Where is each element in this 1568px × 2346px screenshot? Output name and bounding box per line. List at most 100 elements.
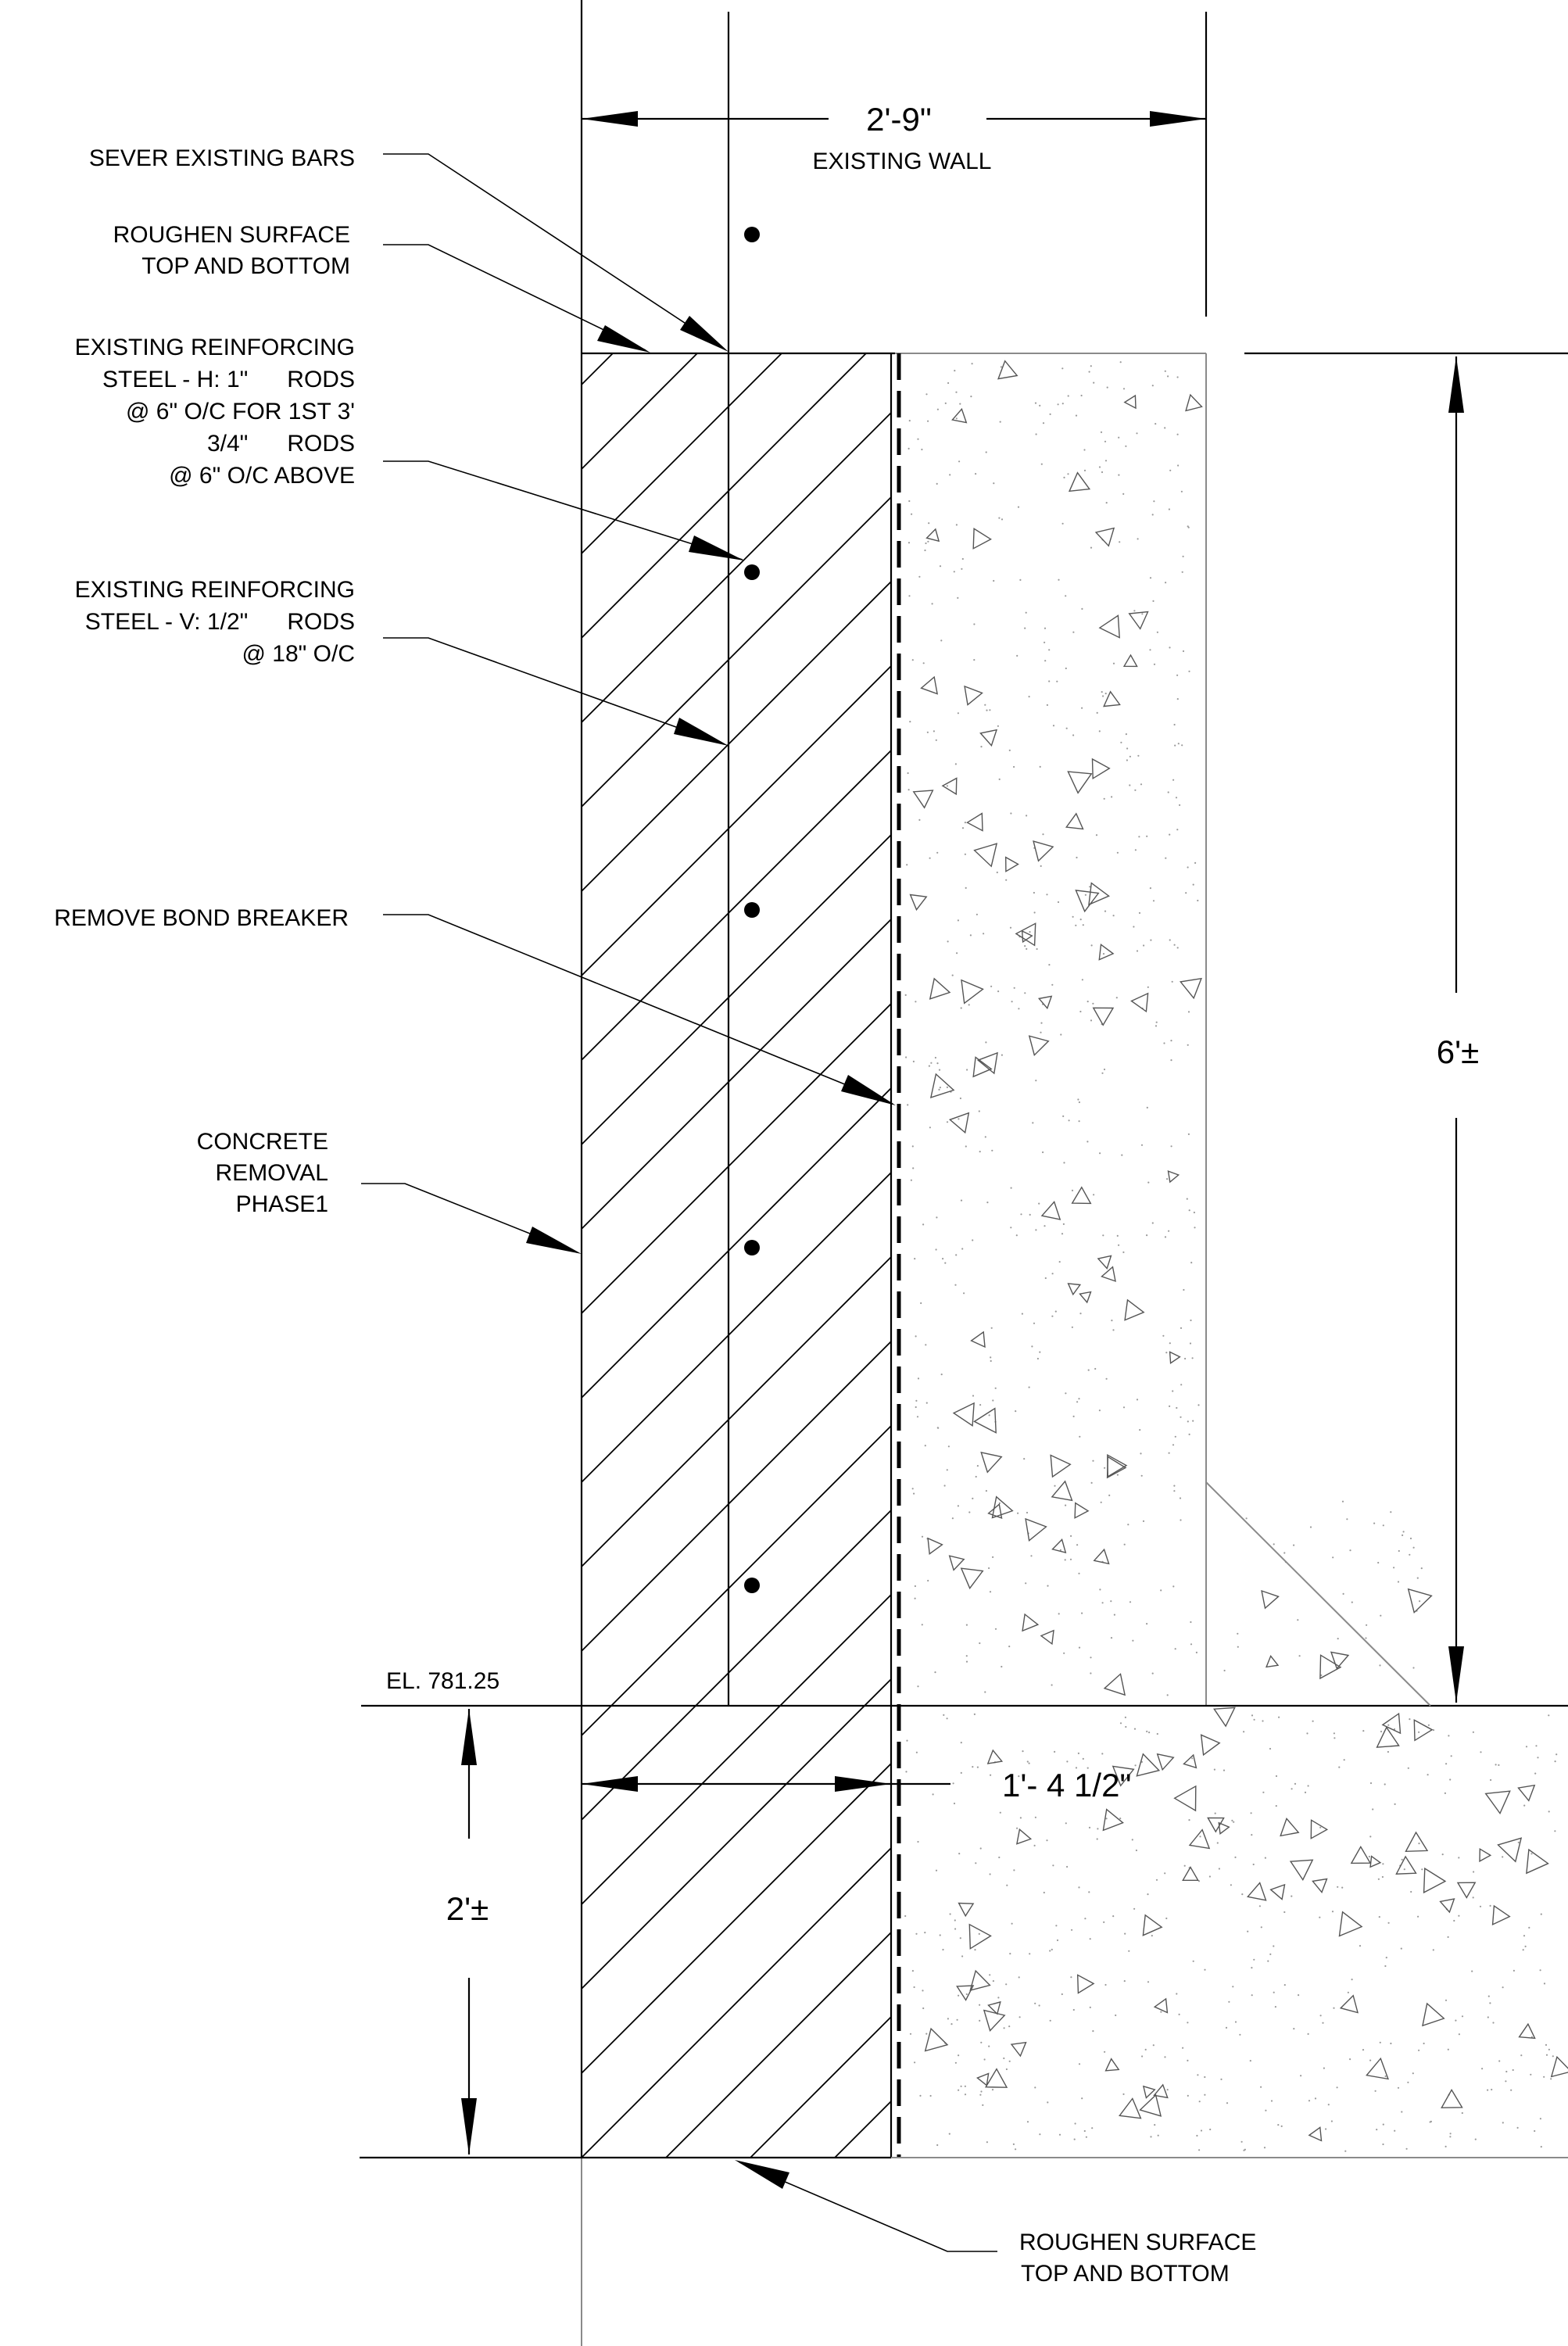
removal-hatch — [581, 353, 892, 2158]
stipple-dot — [1351, 1601, 1353, 1603]
stipple-dot — [1427, 1724, 1430, 1726]
aggregate-triangle-icon — [1142, 2085, 1156, 2099]
aggregate-triangle-icon — [1405, 1831, 1429, 1853]
stipple-dot — [1078, 2063, 1081, 2065]
stipple-dot — [942, 1258, 944, 1260]
aggregate-triangle-icon — [1079, 1291, 1092, 1304]
stipple-dot — [1021, 1313, 1023, 1315]
stipple-dot — [1191, 1757, 1194, 1760]
stipple-dot — [988, 1414, 990, 1417]
stipple-dot — [1048, 680, 1051, 682]
aggregate-triangle-icon — [1123, 394, 1137, 410]
stipple-dot — [1133, 1728, 1137, 1730]
stipple-dot — [1082, 1757, 1084, 1760]
stipple-dot — [954, 1928, 957, 1930]
stipple-dot — [983, 2058, 986, 2061]
stipple-dot — [1555, 1753, 1558, 1756]
stipple-dot — [915, 1751, 918, 1753]
stipple-dot — [1226, 2102, 1229, 2104]
stipple-dot — [1420, 1567, 1423, 1570]
stipple-dot — [1180, 490, 1183, 492]
stipple-dot — [1552, 2055, 1554, 2058]
stipple-dot — [1119, 361, 1122, 364]
aggregate-triangle-icon — [1139, 2093, 1162, 2117]
aggregate-triangle-icon — [1167, 1170, 1180, 1184]
stipple-dot — [1349, 2058, 1351, 2061]
stipple-dot — [1147, 986, 1149, 988]
stipple-dot — [956, 952, 958, 955]
aggregate-triangle-icon — [1104, 2058, 1120, 2072]
stipple-dot — [1387, 1750, 1389, 1753]
stipple-dot — [1012, 2143, 1015, 2145]
stipple-dot — [954, 370, 956, 372]
aggregate-triangle-icon — [973, 1407, 997, 1434]
stipple-dot — [1167, 375, 1169, 378]
aggregate-triangle-icon — [1441, 2089, 1463, 2108]
stipple-dot — [1260, 2086, 1262, 2088]
aggregate-triangle-icon — [1350, 1845, 1372, 1864]
stipple-dot — [1234, 2021, 1237, 2023]
stipple-dot — [1387, 1724, 1390, 1726]
stipple-dot — [1187, 2022, 1189, 2024]
stipple-dot — [1187, 525, 1189, 528]
stipple-dot — [1377, 1561, 1380, 1564]
stipple-dot — [1534, 1772, 1537, 1775]
stipple-dot — [1184, 1357, 1187, 1360]
stipple-dot — [953, 571, 955, 573]
stipple-dot — [1166, 1694, 1169, 1696]
stipple-dot — [1250, 1812, 1252, 1814]
stipple-dot — [1001, 518, 1004, 521]
stipple-dot — [1079, 1313, 1082, 1315]
stipple-dot — [1319, 1826, 1322, 1828]
stipple-dot — [1078, 1646, 1081, 1649]
stipple-dot — [1327, 2104, 1330, 2106]
stipple-dot — [1231, 1819, 1233, 1821]
stipple-dot — [1000, 366, 1002, 368]
stipple-dot — [1034, 1816, 1036, 1818]
aggregate-triangle-icon — [987, 1503, 1003, 1519]
aggregate-triangle-icon — [1200, 1734, 1221, 1757]
stipple-dot — [1065, 1504, 1067, 1506]
stipple-dot — [1181, 744, 1183, 747]
aggregate-triangle-icon — [1517, 1784, 1536, 1802]
stipple-dot — [1209, 2128, 1212, 2131]
stipple-dot — [913, 1986, 915, 1989]
aggregate-triangle-icon — [1075, 890, 1100, 913]
aggregate-triangle-icon — [1051, 1538, 1067, 1554]
stipple-dot — [1251, 1834, 1253, 1836]
stipple-dot — [1112, 1329, 1115, 1331]
concrete-removal-line3: PHASE1 — [236, 1191, 328, 1217]
stipple-dot — [1031, 1345, 1033, 1348]
stipple-dot — [936, 851, 939, 854]
stipple-dot — [1077, 1752, 1079, 1754]
stipple-dot — [1274, 2006, 1276, 2008]
stipple-dot — [1096, 1838, 1098, 1840]
stipple-dot — [1034, 402, 1037, 404]
stipple-dot — [1155, 1879, 1158, 1881]
aggregate-triangle-icon — [979, 729, 998, 747]
stipple-dot — [1291, 1895, 1293, 1897]
concrete-removal-line1: CONCRETE — [197, 1129, 328, 1155]
stipple-dot — [1123, 1980, 1126, 1982]
stipple-dot — [1169, 646, 1171, 649]
stipple-dot — [1189, 1342, 1192, 1345]
stipple-dot — [1419, 1600, 1421, 1603]
stipple-dot — [1134, 849, 1137, 851]
aggregate-triangle-icon — [1246, 1882, 1267, 1901]
stipple-dot — [998, 778, 1001, 781]
aggregate-triangle-icon — [1185, 393, 1203, 412]
stipple-dot — [1141, 613, 1144, 615]
aggregate-triangle-icon — [1071, 1186, 1092, 1205]
stipple-dot — [965, 1660, 968, 1663]
stipple-dot — [1028, 1762, 1030, 1764]
stipple-dot — [1018, 2016, 1021, 2018]
stipple-dot — [1107, 1794, 1110, 1796]
stipple-dot — [1253, 1718, 1255, 1721]
stipple-dot — [1055, 1925, 1058, 1927]
stipple-dot — [992, 1399, 994, 1402]
stipple-dot — [1104, 910, 1107, 912]
aggregate-triangle-icon — [948, 1555, 965, 1571]
aggregate-triangle-icon — [1098, 614, 1120, 639]
aggregate-triangle-icon — [1484, 1790, 1511, 1814]
stipple-dot — [1090, 1657, 1092, 1659]
